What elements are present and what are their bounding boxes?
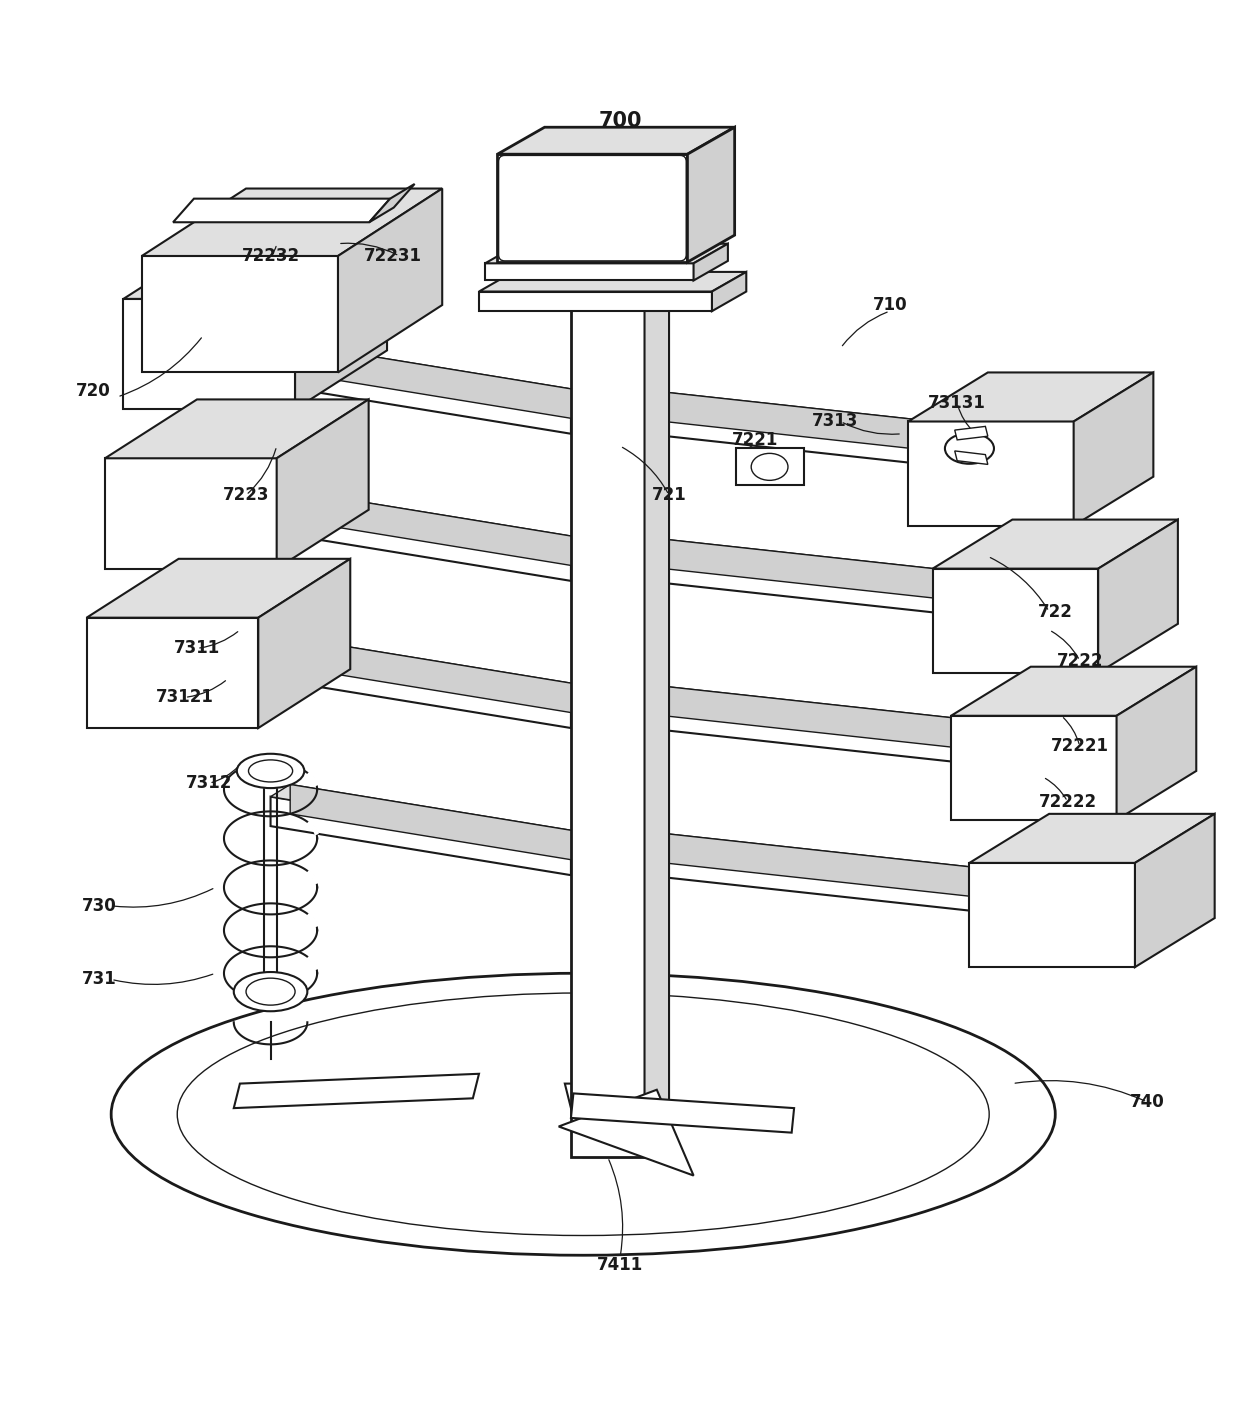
Polygon shape xyxy=(485,263,693,280)
Polygon shape xyxy=(87,618,258,727)
Polygon shape xyxy=(290,637,590,716)
Polygon shape xyxy=(290,490,590,568)
Polygon shape xyxy=(932,519,1178,568)
Polygon shape xyxy=(497,127,734,155)
Text: 7313: 7313 xyxy=(811,412,858,431)
Polygon shape xyxy=(908,422,1074,526)
Polygon shape xyxy=(295,241,387,409)
Ellipse shape xyxy=(237,754,304,788)
Polygon shape xyxy=(174,198,391,222)
Text: 722: 722 xyxy=(1038,602,1073,620)
Polygon shape xyxy=(479,291,712,311)
Ellipse shape xyxy=(945,433,994,464)
Polygon shape xyxy=(570,1093,794,1133)
Polygon shape xyxy=(737,449,804,485)
Polygon shape xyxy=(955,450,988,464)
Text: 7222: 7222 xyxy=(1056,651,1104,670)
Polygon shape xyxy=(932,568,1099,673)
Polygon shape xyxy=(270,637,590,699)
Ellipse shape xyxy=(112,974,1055,1255)
Text: 7221: 7221 xyxy=(732,431,777,449)
Polygon shape xyxy=(951,716,1116,820)
Polygon shape xyxy=(105,459,277,568)
Text: 7311: 7311 xyxy=(174,639,221,657)
Polygon shape xyxy=(559,1090,693,1176)
Polygon shape xyxy=(1099,519,1178,673)
Polygon shape xyxy=(485,243,728,263)
Polygon shape xyxy=(270,490,590,552)
Polygon shape xyxy=(665,687,1002,753)
Polygon shape xyxy=(105,400,368,459)
Text: 730: 730 xyxy=(82,896,117,915)
Text: 73131: 73131 xyxy=(929,394,986,412)
Polygon shape xyxy=(645,393,1002,442)
Polygon shape xyxy=(712,272,746,311)
Polygon shape xyxy=(951,667,1197,716)
Text: 7223: 7223 xyxy=(223,485,269,504)
Polygon shape xyxy=(908,373,1153,422)
Polygon shape xyxy=(693,243,728,280)
Text: 7411: 7411 xyxy=(596,1256,644,1275)
Polygon shape xyxy=(124,241,387,298)
Text: 72232: 72232 xyxy=(242,248,300,265)
Polygon shape xyxy=(290,343,590,422)
Text: 73121: 73121 xyxy=(156,688,213,706)
Text: 720: 720 xyxy=(76,381,110,400)
Polygon shape xyxy=(479,272,746,291)
Text: 721: 721 xyxy=(652,485,687,504)
Polygon shape xyxy=(565,1083,632,1157)
Polygon shape xyxy=(665,833,1002,899)
Polygon shape xyxy=(645,539,1002,588)
Text: 72221: 72221 xyxy=(1050,737,1109,756)
Polygon shape xyxy=(1074,373,1153,526)
Polygon shape xyxy=(141,256,339,373)
Polygon shape xyxy=(497,155,687,262)
Polygon shape xyxy=(665,539,1002,605)
Polygon shape xyxy=(270,785,590,846)
Polygon shape xyxy=(270,343,590,404)
Polygon shape xyxy=(970,813,1215,862)
Polygon shape xyxy=(645,833,1002,882)
Text: 7312: 7312 xyxy=(186,774,232,792)
Polygon shape xyxy=(687,127,734,262)
Polygon shape xyxy=(665,393,1002,459)
Polygon shape xyxy=(124,298,295,409)
Polygon shape xyxy=(370,184,414,222)
Polygon shape xyxy=(955,426,988,440)
Polygon shape xyxy=(645,699,982,765)
Polygon shape xyxy=(645,687,1002,736)
Polygon shape xyxy=(970,862,1135,967)
Polygon shape xyxy=(645,552,982,618)
Text: 710: 710 xyxy=(873,295,906,314)
Text: 731: 731 xyxy=(82,971,117,988)
Polygon shape xyxy=(1135,813,1215,967)
Text: 72222: 72222 xyxy=(1038,792,1096,810)
Text: 740: 740 xyxy=(1130,1093,1164,1112)
Ellipse shape xyxy=(234,972,308,1012)
Text: 72231: 72231 xyxy=(365,248,422,265)
Polygon shape xyxy=(1116,667,1197,820)
Text: 700: 700 xyxy=(598,111,642,131)
Polygon shape xyxy=(645,846,982,912)
Polygon shape xyxy=(645,212,670,1157)
Polygon shape xyxy=(87,559,350,618)
Polygon shape xyxy=(270,796,570,875)
Polygon shape xyxy=(290,785,590,862)
Polygon shape xyxy=(270,356,570,433)
Polygon shape xyxy=(141,189,443,256)
Polygon shape xyxy=(270,502,570,581)
Polygon shape xyxy=(570,238,645,1157)
Polygon shape xyxy=(277,400,368,568)
Polygon shape xyxy=(234,1074,479,1109)
Polygon shape xyxy=(570,212,670,238)
Polygon shape xyxy=(270,650,570,727)
Polygon shape xyxy=(258,559,350,727)
Polygon shape xyxy=(645,404,982,470)
Polygon shape xyxy=(339,189,443,373)
